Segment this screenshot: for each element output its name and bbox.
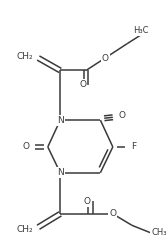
Text: CH₂: CH₂	[17, 52, 33, 61]
Text: N: N	[57, 168, 64, 177]
Text: O: O	[119, 111, 125, 120]
Text: O: O	[23, 143, 30, 151]
Text: O: O	[79, 80, 86, 89]
Text: O: O	[84, 197, 91, 206]
Text: F: F	[131, 143, 136, 151]
Text: H₃C: H₃C	[133, 26, 148, 35]
Text: CH₂: CH₂	[17, 225, 33, 234]
Text: O: O	[102, 54, 109, 62]
Text: O: O	[109, 209, 116, 218]
Text: CH₃: CH₃	[151, 228, 166, 237]
Text: N: N	[57, 116, 64, 125]
